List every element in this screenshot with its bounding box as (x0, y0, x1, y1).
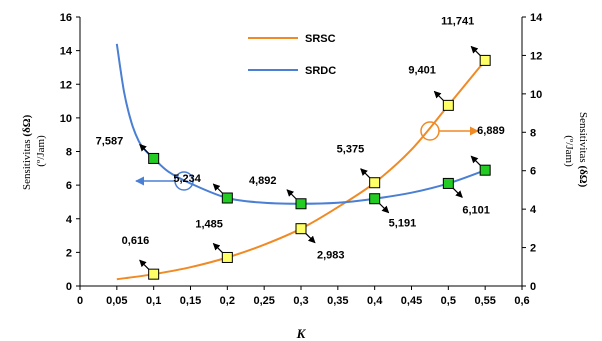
data-label-srsc: 5,375 (337, 144, 365, 156)
y-right-tick-label: 6 (530, 166, 536, 178)
data-point-srsc (479, 54, 491, 66)
y-left-axis-title: Sensitivitas (δΩ) (º/Jam) (21, 112, 47, 190)
x-tick-label: 0,45 (401, 295, 422, 307)
x-tick-label: 0,1 (146, 295, 161, 307)
y-left-tick-label: 16 (60, 12, 72, 24)
right-axis-indicator (420, 121, 479, 141)
data-point-srsc (148, 268, 160, 280)
y-left-tick-label: 12 (60, 79, 72, 91)
data-point-srsc (295, 223, 307, 235)
data-point-srdc (221, 192, 233, 204)
series-line-srsc (116, 59, 486, 281)
left-axis-indicator (135, 171, 194, 191)
legend: SRSC SRDC (248, 33, 336, 77)
y-right-tick-label: 12 (530, 50, 542, 62)
y-left-title-part1: Sensitivitas (21, 137, 33, 190)
y-left-title-part2: (δΩ) (21, 114, 33, 136)
y-left-tick-label: 2 (66, 247, 72, 259)
y-right-tick-label: 2 (530, 243, 536, 255)
y-right-tick-label: 8 (530, 127, 536, 139)
x-tick-label: 0,55 (474, 295, 495, 307)
data-point-srsc (442, 99, 454, 111)
data-label-srdc: 4,892 (249, 175, 277, 187)
x-tick-label: 0,4 (367, 295, 383, 307)
y-left-tick-label: 4 (66, 214, 73, 226)
x-tick-label: 0,05 (106, 295, 127, 307)
y-left-tick-label: 8 (66, 147, 72, 159)
data-point-srdc (479, 164, 491, 176)
data-label-srdc: 6,889 (477, 125, 505, 137)
x-tick-label: 0,35 (327, 295, 348, 307)
y-left-tick-label: 14 (60, 46, 73, 58)
y-right-tick-label: 4 (530, 204, 537, 216)
data-label-srsc: 1,485 (195, 218, 223, 230)
data-label-srdc: 7,587 (96, 135, 124, 147)
y-left-title-part3: (º/Jam) (35, 135, 47, 167)
y-right-title-part2: (δΩ) (577, 165, 589, 187)
data-label-srdc: 6,101 (462, 204, 490, 216)
legend-srsc-label: SRSC (305, 33, 336, 45)
srsc-axis-circle (420, 121, 440, 141)
x-axis-title: K (296, 326, 307, 341)
data-point-srsc (369, 177, 381, 189)
data-label-srsc: 11,741 (441, 15, 474, 27)
y-right-tick-label: 14 (530, 12, 543, 24)
series-line-srdc (115, 43, 486, 205)
x-tick-label: 0,3 (293, 295, 308, 307)
y-right-tick-label: 0 (530, 281, 536, 293)
y-left-tick-label: 0 (66, 281, 72, 293)
data-label-srsc: 2,983 (317, 250, 345, 262)
x-tick-label: 0,6 (514, 295, 529, 307)
data-label-srsc: 0,616 (122, 235, 150, 247)
y-right-title-part3: (º/Jam) (563, 135, 575, 167)
y-left-tick-label: 10 (60, 113, 72, 125)
data-point-srdc (442, 177, 454, 189)
x-tick-label: 0 (77, 295, 83, 307)
data-label-srdc: 5,191 (389, 218, 417, 230)
y-right-title-part1: Sensitivitas (577, 112, 589, 165)
x-tick-label: 0,5 (441, 295, 456, 307)
y-right-axis-title: Sensitivitas (δΩ) (º/Jam) (563, 112, 589, 190)
x-tick-label: 0,15 (180, 295, 201, 307)
x-tick-label: 0,2 (220, 295, 235, 307)
data-point-srdc (148, 152, 160, 164)
data-label-srsc: 9,401 (408, 64, 436, 76)
y-left-tick-label: 6 (66, 180, 72, 192)
data-label-srdc: 5,234 (173, 173, 201, 185)
data-point-srdc (295, 198, 307, 210)
x-tick-label: 0,25 (253, 295, 274, 307)
data-point-srdc (369, 193, 381, 205)
legend-srdc-label: SRDC (305, 65, 336, 77)
data-point-srsc (221, 251, 233, 263)
y-right-tick-label: 10 (530, 89, 542, 101)
